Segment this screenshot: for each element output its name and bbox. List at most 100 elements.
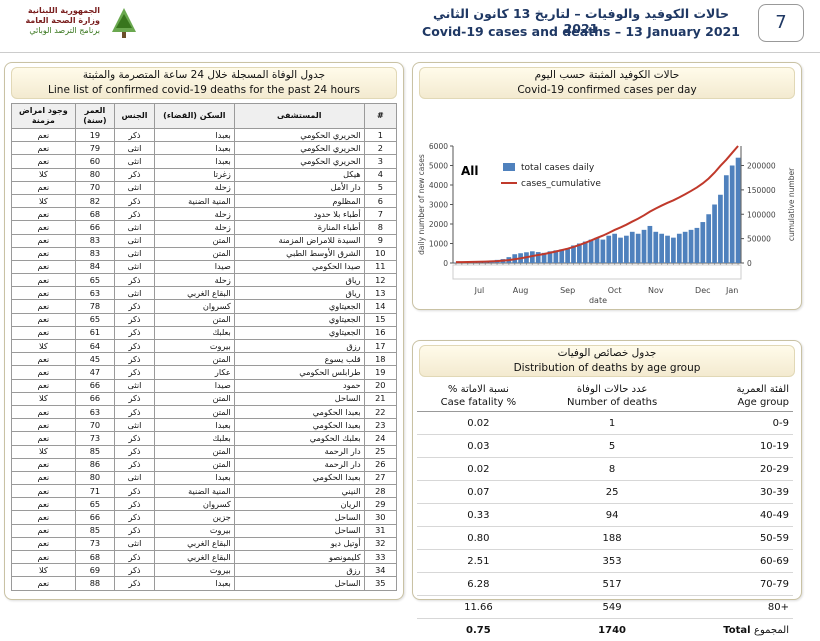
title-en: Covid-19 cases and deaths – 13 January 2… — [420, 24, 742, 39]
table-cell: نعم — [12, 432, 76, 445]
table-cell: نعم — [12, 181, 76, 194]
table-cell: كلا — [12, 194, 76, 207]
x-tick-label: Dec — [695, 286, 710, 295]
table-cell: نعم — [12, 287, 76, 300]
table-cell: 30-39 — [684, 481, 793, 504]
table-cell: المتن — [154, 247, 234, 260]
header-rule — [0, 52, 820, 53]
table-cell: عكار — [154, 366, 234, 379]
table-cell: زحلة — [154, 181, 234, 194]
table-cell: 1740 — [540, 619, 685, 641]
table-cell: 6.28 — [417, 573, 540, 596]
table-cell: 66 — [75, 392, 114, 405]
table-cell: المتن — [154, 458, 234, 471]
table-cell: ذكر — [115, 208, 155, 221]
table-cell: البقاع الغربي — [154, 537, 234, 550]
table-cell: المتن — [154, 353, 234, 366]
table-cell: 19 — [364, 366, 396, 379]
table-cell: الحريري الحكومي — [234, 142, 364, 155]
table-cell: نعم — [12, 221, 76, 234]
table-cell: كلا — [12, 168, 76, 181]
y2-axis-label: cumulative number — [787, 167, 796, 241]
table-cell: صيدا — [154, 260, 234, 273]
table-cell: 19 — [75, 129, 114, 142]
table-cell: ذكر — [115, 326, 155, 339]
table-cell: ذكر — [115, 313, 155, 326]
y2-tick-label: 200000 — [747, 162, 776, 171]
table-cell: نعم — [12, 419, 76, 432]
table-cell: 45 — [75, 353, 114, 366]
table-cell: الجعيتاوي — [234, 300, 364, 313]
table-cell: 21 — [364, 392, 396, 405]
bar — [736, 158, 741, 263]
table-cell: أطباء بلا حدود — [234, 208, 364, 221]
bar — [724, 175, 729, 263]
header-en: Age group — [688, 396, 789, 409]
table-cell: نعم — [12, 247, 76, 260]
table-cell: انثى — [115, 260, 155, 273]
table-cell: بعبدا — [154, 129, 234, 142]
table-cell: دار الأمل — [234, 181, 364, 194]
table-cell: كسروان — [154, 300, 234, 313]
table-cell: 80+ — [684, 596, 793, 619]
table-cell: 65 — [75, 274, 114, 287]
bar — [583, 242, 588, 263]
table-cell: رياق — [234, 287, 364, 300]
bar — [706, 214, 711, 263]
table-cell: بعبدا — [154, 471, 234, 484]
table-cell: 94 — [540, 504, 685, 527]
table-cell: الساحل — [234, 392, 364, 405]
table-cell: 47 — [75, 366, 114, 379]
table-cell: بعبدا — [154, 142, 234, 155]
header-ar: عدد حالات الوفاة — [544, 383, 681, 396]
table-cell: 30 — [364, 511, 396, 524]
table-cell: 25 — [540, 481, 685, 504]
table-cell: كسروان — [154, 498, 234, 511]
table-cell: 17 — [364, 340, 396, 353]
table-cell: نعم — [12, 405, 76, 418]
y2-tick-label: 100000 — [747, 210, 776, 219]
y-tick-label: 0 — [443, 259, 448, 268]
table-cell: بعلبك — [154, 432, 234, 445]
table-cell: 33 — [364, 551, 396, 564]
total-label-ar: المجموع — [754, 625, 789, 636]
table-cell: نعم — [12, 142, 76, 155]
table-cell: 32 — [364, 537, 396, 550]
table-cell: ذكر — [115, 366, 155, 379]
table-cell: بعلبك — [154, 326, 234, 339]
table-cell: 25 — [364, 445, 396, 458]
y-axis-label: daily number of new cases — [417, 154, 426, 255]
table-cell: 0.02 — [417, 458, 540, 481]
bar — [618, 238, 623, 263]
table-cell: الساحل — [234, 524, 364, 537]
logo: الجمهورية اللبنانية وزارة الصحة العامة ب… — [8, 4, 138, 44]
table-cell: بعلبك الحكومي — [234, 432, 364, 445]
table-cell: 73 — [75, 432, 114, 445]
legend-label: cases_cumulative — [521, 179, 601, 189]
table-cell: انثى — [115, 537, 155, 550]
table-cell: نعم — [12, 326, 76, 339]
table-cell: المتن — [154, 405, 234, 418]
table-cell: ذكر — [115, 432, 155, 445]
column-header: العمر (سنة) — [75, 104, 114, 129]
table-cell: 66 — [75, 221, 114, 234]
table-cell: انثى — [115, 221, 155, 234]
table-cell: 23 — [364, 419, 396, 432]
table-cell: نعم — [12, 260, 76, 273]
page-number: 7 — [758, 4, 804, 42]
table-cell: 20-29 — [684, 458, 793, 481]
chart-panel: حالات الكوفيد المثبتة حسب اليوم Covid-19… — [412, 62, 802, 310]
column-header: الجنس — [115, 104, 155, 129]
title-en: Line list of confirmed covid-19 deaths f… — [12, 83, 396, 98]
table-cell: 188 — [540, 527, 685, 550]
